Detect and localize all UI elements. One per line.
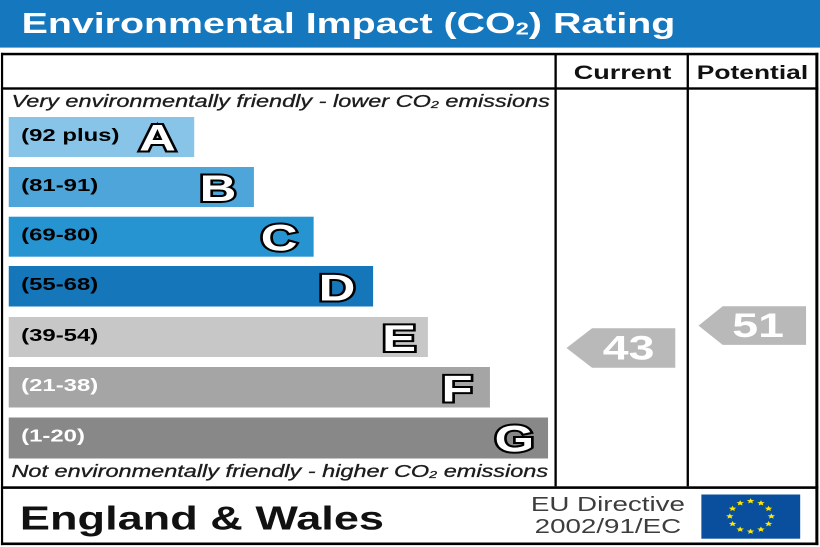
svg-text:England & Wales: England & Wales — [20, 500, 384, 537]
svg-text:51: 51 — [732, 306, 784, 344]
svg-text:43: 43 — [603, 329, 655, 367]
svg-text:(92 plus): (92 plus) — [21, 126, 119, 145]
svg-text:E: E — [382, 318, 416, 359]
svg-text:Potential: Potential — [697, 61, 808, 83]
svg-text:A: A — [139, 118, 176, 159]
svg-text:(21-38): (21-38) — [21, 376, 98, 395]
svg-text:(1-20): (1-20) — [21, 426, 85, 445]
svg-text:G: G — [495, 419, 535, 460]
svg-text:(39-54): (39-54) — [21, 326, 98, 345]
svg-text:(69-80): (69-80) — [21, 226, 98, 245]
svg-text:C: C — [261, 218, 298, 259]
svg-text:2002/91/EC: 2002/91/EC — [535, 515, 681, 538]
svg-text:B: B — [200, 168, 237, 209]
svg-text:Environmental Impact (CO2) Rat: Environmental Impact (CO2) Rating — [22, 8, 676, 40]
svg-text:Very environmentally friendly: Very environmentally friendly - lower CO… — [11, 92, 549, 111]
svg-text:(55-68): (55-68) — [21, 275, 98, 294]
svg-text:F: F — [441, 369, 472, 410]
svg-text:(81-91): (81-91) — [21, 176, 98, 195]
svg-text:Not environmentally friendly -: Not environmentally friendly - higher CO… — [11, 462, 548, 481]
svg-text:EU Directive: EU Directive — [531, 493, 685, 516]
svg-text:Current: Current — [574, 62, 672, 84]
svg-text:D: D — [319, 268, 356, 309]
